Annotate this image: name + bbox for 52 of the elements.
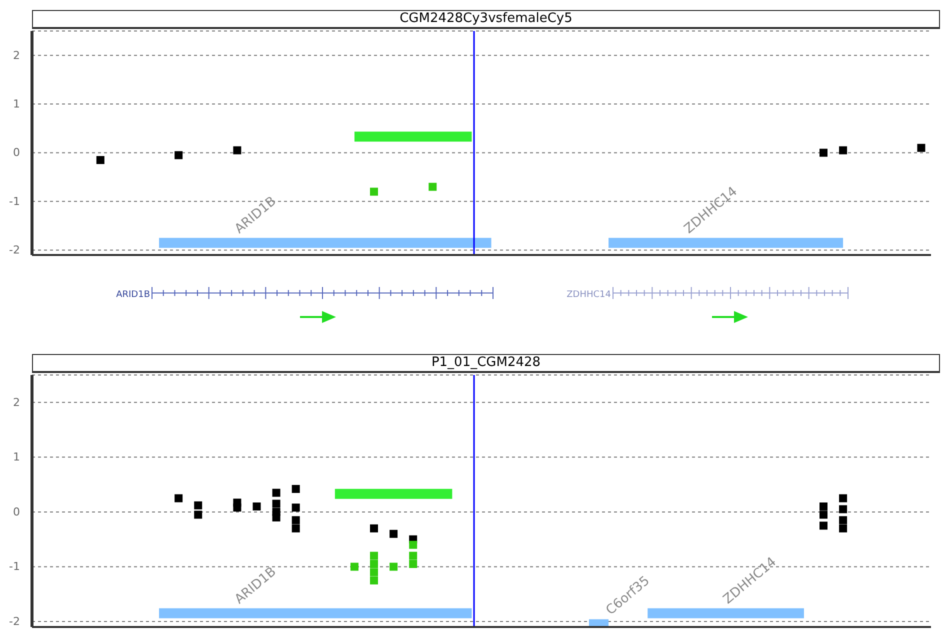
point [174,151,183,160]
point [292,504,300,512]
point [839,524,848,532]
point [272,500,280,508]
point [370,560,378,568]
point [370,524,378,532]
y-tick-label: 2 [13,396,20,409]
y-tick-label: 1 [13,450,20,464]
y-tick-label: -1 [9,194,20,208]
y-tick-label: 0 [13,505,20,518]
point [917,144,926,152]
point [370,576,378,584]
y-tick-label: -2 [9,244,20,257]
point [370,568,378,576]
point [390,562,398,571]
text: ARID1B [116,290,150,300]
point [409,540,418,549]
y-tick-label: -1 [9,560,20,574]
point [272,513,280,522]
point [194,501,202,510]
point [272,488,280,497]
point [390,530,398,538]
point [370,188,378,196]
chart-title: P1_01_CGM2428 [32,354,940,373]
point [174,494,183,502]
y-tick-label: 2 [13,48,20,62]
point [839,505,848,514]
chart-title: CGM2428Cy3vsfemaleCy5 [32,10,940,29]
text: ZDHHC14 [566,290,612,300]
point [839,516,848,524]
point [820,502,828,510]
point [820,510,828,519]
point [292,524,300,532]
point [96,156,104,164]
y-tick-label: 0 [13,146,20,160]
point [428,182,437,191]
point [409,560,418,568]
point [409,552,418,560]
point [252,502,261,510]
point [350,562,358,571]
point [839,146,848,154]
point [820,148,828,157]
point [292,516,300,524]
point [839,494,848,502]
point [194,510,202,519]
point [292,484,300,493]
point [233,146,242,154]
point [820,522,828,530]
y-tick-label: -2 [9,615,20,628]
y-tick-label: 1 [13,98,20,111]
point [370,552,378,560]
point [233,504,242,512]
